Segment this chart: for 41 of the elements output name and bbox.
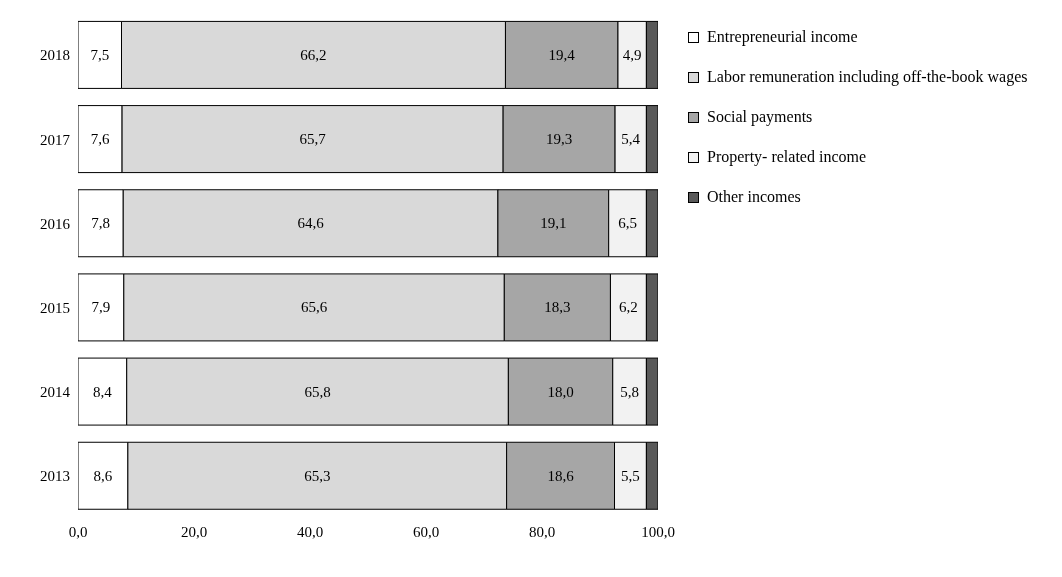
x-tick-label: 60,0 — [412, 523, 440, 540]
data-label: 5,5 — [621, 467, 640, 484]
y-tick-label: 2016 — [40, 215, 71, 232]
x-tick-label: 100,0 — [641, 523, 675, 540]
x-tick-label: 80,0 — [528, 523, 556, 540]
legend-label: Other incomes — [707, 188, 801, 206]
data-label: 19,1 — [540, 215, 567, 232]
data-label: 19,3 — [545, 131, 573, 148]
y-tick-label: 2015 — [40, 299, 70, 316]
data-label: 64,6 — [297, 215, 325, 232]
data-label: 7,9 — [91, 299, 111, 316]
legend-label: Property- related income — [707, 148, 867, 166]
data-label: 19,4 — [548, 46, 576, 63]
x-tick-label: 0,0 — [68, 523, 88, 540]
x-tick-label: 20,0 — [180, 523, 208, 540]
y-tick-label: 2013 — [40, 468, 70, 485]
data-label: 18,3 — [544, 299, 571, 316]
y-tick-label: 2017 — [40, 131, 71, 148]
legend-label: Social payments — [707, 108, 813, 126]
y-tick-label: 2014 — [40, 384, 71, 401]
data-label: 18,6 — [547, 467, 575, 484]
data-label: 18,0 — [547, 383, 574, 400]
data-label: 5,4 — [621, 131, 641, 148]
data-label: 6,2 — [619, 299, 638, 316]
data-label: 5,8 — [620, 383, 639, 400]
data-label: 7,8 — [91, 215, 110, 232]
x-tick-label: 40,0 — [296, 523, 324, 540]
data-label: 65,7 — [299, 131, 327, 148]
data-label: 65,3 — [304, 467, 331, 484]
data-label: 4,9 — [622, 46, 642, 63]
data-label: 65,8 — [304, 383, 331, 400]
legend-label: Entrepreneurial income — [707, 28, 858, 46]
data-label: 7,6 — [90, 131, 110, 148]
y-tick-label: 2018 — [40, 47, 70, 64]
data-label: 65,6 — [300, 299, 328, 316]
legend-label: Labor remuneration including off-the-book wages — [707, 68, 1028, 86]
data-label: 66,2 — [300, 46, 327, 63]
data-label: 8,6 — [93, 467, 113, 484]
data-label: 7,5 — [90, 46, 110, 63]
data-label: 6,5 — [618, 215, 637, 232]
data-label: 8,4 — [92, 383, 113, 400]
